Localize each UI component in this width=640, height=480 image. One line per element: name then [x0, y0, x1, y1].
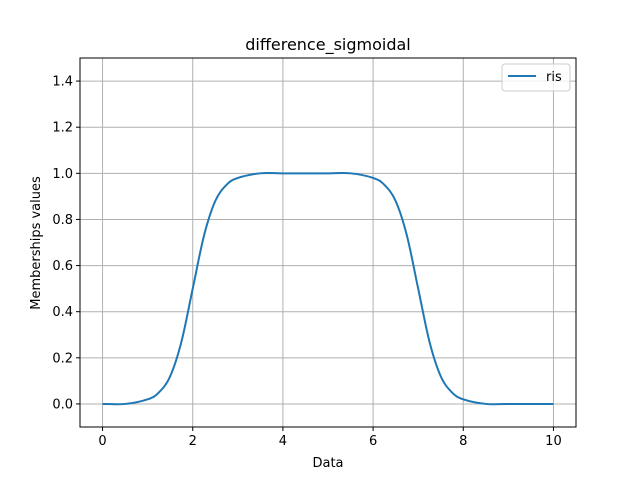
- y-tick-label: 1.0: [52, 167, 73, 182]
- x-axis-ticks: 0 2 4 6 8 10: [98, 427, 562, 449]
- chart-title: difference_sigmoidal: [245, 35, 410, 55]
- y-tick-label: 0.8: [52, 213, 73, 228]
- series-line-ris: [102, 171, 554, 406]
- grid: [80, 58, 576, 427]
- y-tick-label: 0.4: [52, 305, 73, 320]
- x-tick-label: 8: [459, 434, 467, 449]
- x-tick-label: 0: [98, 434, 106, 449]
- legend: ris: [501, 63, 571, 92]
- x-tick-label: 2: [189, 434, 197, 449]
- x-tick-label: 6: [369, 434, 377, 449]
- x-axis-label: Data: [312, 456, 343, 471]
- y-axis-label: Memberships values: [29, 176, 44, 310]
- plot-frame: [79, 57, 577, 428]
- legend-box: [501, 63, 571, 92]
- y-axis-ticks: 0.0 0.2 0.4 0.6 0.8 1.0 1.2 1.4: [52, 75, 80, 412]
- x-tick-label: 4: [279, 434, 287, 449]
- y-tick-label: 1.4: [52, 75, 73, 90]
- series-layer: [102, 171, 554, 406]
- legend-label: ris: [546, 70, 562, 85]
- x-tick-label: 10: [545, 434, 562, 449]
- y-tick-label: 0.2: [52, 351, 73, 366]
- y-tick-label: 0.6: [52, 259, 73, 274]
- y-tick-label: 0.0: [52, 397, 73, 412]
- y-tick-label: 1.2: [52, 121, 73, 136]
